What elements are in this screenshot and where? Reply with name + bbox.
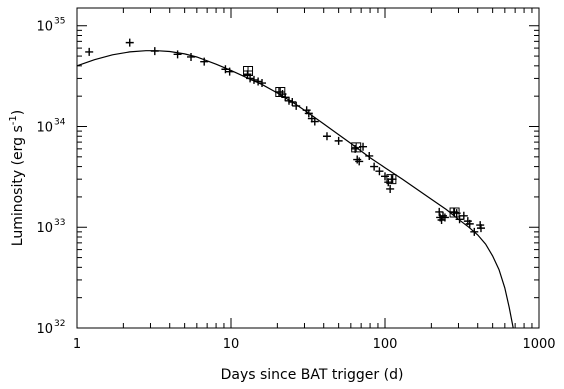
x-tick-label: 1000	[522, 337, 555, 352]
x-tick-label: 1	[73, 337, 81, 352]
data-point-cross	[440, 213, 449, 222]
y-axis-label: Luminosity (erg s-1)	[8, 110, 26, 246]
y-axis-label-base: Luminosity (erg s	[10, 125, 26, 246]
data-point-cross	[455, 215, 464, 224]
x-tick-label: 100	[373, 337, 398, 352]
y-tick-label: 10	[36, 221, 53, 236]
y-axis-label-exponent: -1	[8, 115, 19, 125]
data-point-cross	[225, 67, 234, 76]
data-point-cross	[310, 117, 319, 126]
y-tick-label-exponent: 35	[54, 17, 65, 27]
data-point-cross	[355, 157, 364, 166]
x-axis-label: Days since BAT trigger (d)	[221, 367, 404, 383]
data-point-cross	[85, 47, 94, 56]
model-curve	[76, 50, 514, 329]
data-point-cross	[381, 172, 389, 181]
y-tick-label: 10	[36, 322, 53, 337]
y-tick-label-exponent: 34	[54, 117, 66, 127]
data-point-cross	[465, 219, 474, 228]
y-tick-label-exponent: 32	[54, 319, 65, 329]
plot-frame	[76, 7, 540, 329]
data-point-cross	[386, 184, 395, 193]
y-tick-label: 10	[36, 120, 53, 135]
data-point-cross	[459, 211, 468, 220]
data-point-box	[243, 66, 254, 77]
x-tick-label: 10	[223, 337, 240, 352]
y-tick-label: 10	[36, 20, 53, 35]
data-point-box	[386, 174, 397, 185]
plot-area	[76, 38, 514, 329]
y-axis-label-end: )	[10, 110, 26, 115]
data-point-cross	[334, 136, 343, 145]
data-point-cross	[187, 52, 196, 61]
data-point-cross	[322, 132, 331, 141]
data-point-cross	[243, 70, 252, 79]
data-point-cross	[365, 151, 374, 160]
data-point-cross	[173, 50, 182, 59]
data-point-cross	[476, 224, 485, 233]
data-point-cross	[375, 167, 384, 176]
data-point-cross	[435, 207, 444, 216]
data-point-cross	[370, 162, 379, 171]
data-point-cross	[353, 155, 362, 164]
y-tick-label-exponent: 33	[54, 218, 65, 228]
data-point-cross	[125, 38, 134, 47]
data-point-cross	[200, 57, 209, 66]
data-point-cross	[438, 211, 447, 220]
